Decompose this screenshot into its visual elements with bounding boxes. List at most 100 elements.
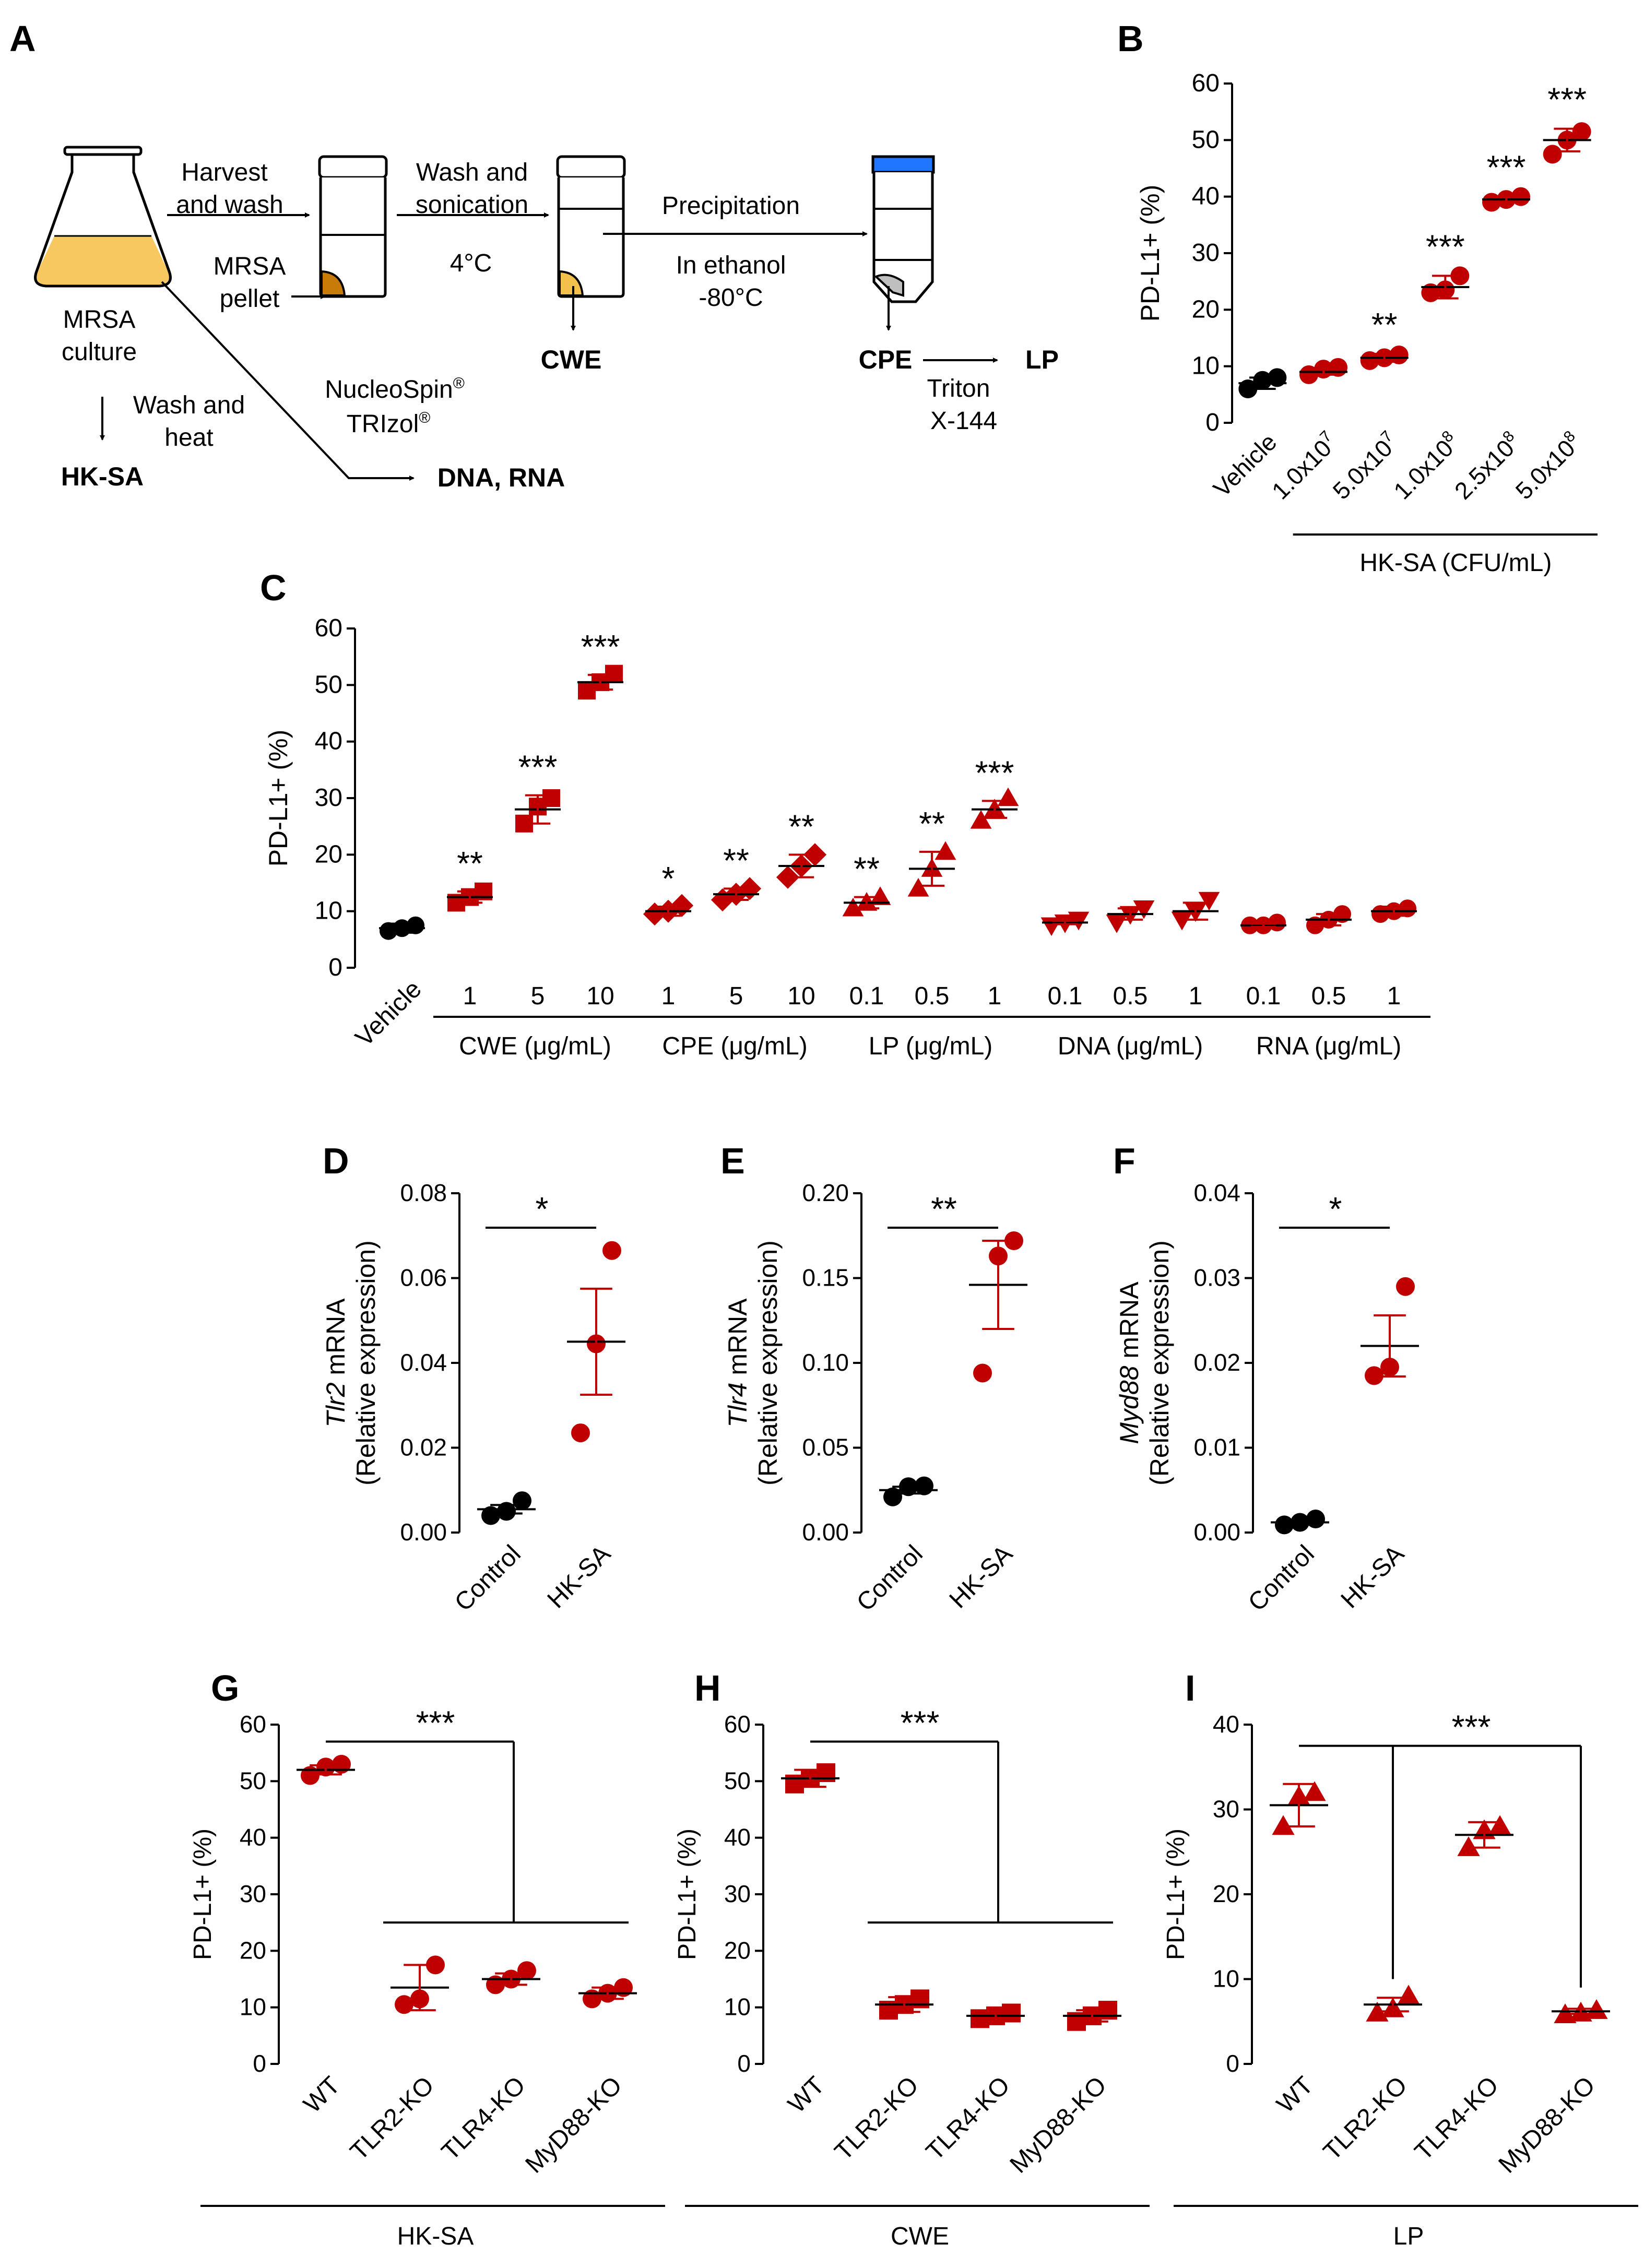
arrow-dna-rna — [161, 281, 415, 481]
y-tick-label: 0 — [1226, 2050, 1239, 2077]
x-tick-label: 0.5 — [915, 982, 950, 1010]
x-tick-label: 5.0x108 — [1509, 428, 1587, 505]
group-label: HK-SA (CFU/mL) — [1359, 549, 1552, 577]
significance-label: *** — [1487, 149, 1526, 186]
x-tick-label: HK-SA — [542, 1540, 616, 1613]
panel-d-chart: 0.00 0.02 0.04 0.06 0.08 Tlr2 mRNA (Relative e… — [321, 1179, 625, 1617]
hksa-label: HK-SA — [61, 462, 144, 491]
x-tick-label: HK-SA — [944, 1540, 1018, 1613]
tube-extract-icon — [556, 155, 626, 298]
y-tick-label: 30 — [240, 1880, 266, 1907]
data-point — [1360, 351, 1379, 370]
x-tick-label: TLR4-KO — [1410, 2071, 1504, 2166]
data-point — [776, 865, 800, 889]
significance-label: *** — [901, 1704, 940, 1742]
panel-i-chart: 0 10 20 30 40 PD-L1+ (%) WT TLR2-KOTLR4-KOMyD88… — [1162, 1708, 1638, 2250]
data-point — [1396, 1277, 1415, 1296]
dna-rna-label: DNA, RNA — [437, 463, 565, 492]
y-tick-label: 40 — [240, 1824, 266, 1851]
significance-label: ** — [854, 850, 880, 888]
significance-label: ** — [1371, 306, 1398, 343]
y-tick-label: 60 — [1192, 69, 1220, 97]
y-tick-label: 30 — [315, 784, 342, 812]
y-tick-label: 10 — [724, 1993, 751, 2021]
panel-f-chart: 0.00 0.01 0.02 0.03 0.04 Myd88 mRNA (Relative … — [1115, 1179, 1419, 1617]
x-tick-label: 5.0x107 — [1327, 428, 1404, 505]
panel-letter-h: H — [694, 1668, 721, 1708]
panel-letter-a: A — [9, 18, 36, 59]
group-label: LP (μg/mL) — [869, 1032, 993, 1060]
panel-letter-g: G — [211, 1668, 239, 1708]
significance-label: ** — [919, 805, 945, 842]
y-tick-label: 20 — [240, 1937, 266, 1964]
cpe-label: CPE — [859, 345, 913, 374]
data-point — [1303, 1781, 1326, 1801]
data-point — [517, 1961, 536, 1980]
group-label: DNA (μg/mL) — [1058, 1032, 1203, 1060]
y-tick-label: 20 — [315, 840, 342, 868]
data-point — [883, 1487, 902, 1506]
flask-label-line1: MRSA — [63, 306, 136, 334]
x-tick-label: Vehicle — [1208, 428, 1282, 502]
significance-label: * — [536, 1190, 549, 1228]
significance-label: *** — [1426, 228, 1465, 265]
y-tick-label: 30 — [1192, 239, 1220, 267]
x-tick-label: 5 — [531, 982, 545, 1010]
data-point — [380, 922, 397, 940]
y-tick-label: 0.20 — [802, 1179, 849, 1206]
sonication-label-1: Wash and — [416, 159, 528, 186]
data-point — [1306, 916, 1324, 934]
x-tick-label: MyD88-KO — [1004, 2071, 1111, 2178]
ethanol-temp: -80°C — [699, 284, 763, 312]
significance-label: *** — [518, 749, 558, 786]
x-tick-label: HK-SA — [1336, 1540, 1410, 1613]
significance-label: *** — [975, 754, 1014, 791]
x-tick-label: 1 — [988, 982, 1002, 1010]
y-tick-label: 0.01 — [1193, 1434, 1240, 1461]
data-point — [605, 664, 623, 683]
data-point — [1133, 900, 1155, 919]
y-tick-label: 0.08 — [400, 1179, 447, 1206]
data-point — [935, 841, 956, 860]
triton-label-2: X-144 — [930, 407, 997, 435]
harvest-label-2: and wash — [176, 191, 283, 219]
panel-letter-e: E — [720, 1141, 745, 1181]
data-point — [1272, 1815, 1295, 1835]
y-tick-label: 0 — [253, 2050, 266, 2077]
data-point — [1333, 905, 1351, 923]
data-point — [803, 843, 827, 866]
data-point — [407, 916, 424, 934]
panel-a-schematic: A MRSA culture Harvest and wash MRSA pel… — [9, 18, 1059, 492]
panel-letter-d: D — [323, 1141, 349, 1181]
y-axis-label: Tlr2 mRNA — [321, 1298, 350, 1428]
x-tick-label: WT — [299, 2071, 346, 2118]
y-axis-label: Tlr4 mRNA — [723, 1298, 752, 1428]
data-point — [571, 1423, 590, 1443]
y-tick-label: 0.05 — [802, 1434, 849, 1461]
x-tick-label: 10 — [787, 982, 815, 1010]
y-tick-label: 0.00 — [400, 1518, 447, 1546]
panel-letter-f: F — [1113, 1141, 1136, 1181]
y-tick-label: 10 — [315, 897, 342, 925]
y-tick-label: 50 — [240, 1767, 266, 1794]
panel-letter-b: B — [1117, 18, 1144, 59]
y-tick-label: 0.04 — [1193, 1179, 1240, 1206]
significance-label: ** — [931, 1190, 957, 1228]
significance-label: ** — [723, 841, 749, 879]
data-point — [970, 810, 992, 829]
y-tick-label: 0.06 — [400, 1264, 447, 1291]
significance-label: * — [662, 860, 675, 897]
flask-icon — [34, 146, 172, 288]
data-point — [907, 877, 929, 897]
sonication-temp: 4°C — [450, 250, 492, 277]
y-tick-label: 20 — [724, 1937, 751, 1964]
data-point — [542, 789, 560, 807]
lp-label: LP — [1025, 345, 1059, 374]
x-tick-label: MyD88-KO — [1493, 2071, 1600, 2178]
significance-label: *** — [1452, 1708, 1491, 1746]
x-tick-label: 0.5 — [1113, 982, 1148, 1010]
y-tick-label: 0.02 — [400, 1434, 447, 1461]
group-label: CWE (μg/mL) — [459, 1032, 611, 1060]
